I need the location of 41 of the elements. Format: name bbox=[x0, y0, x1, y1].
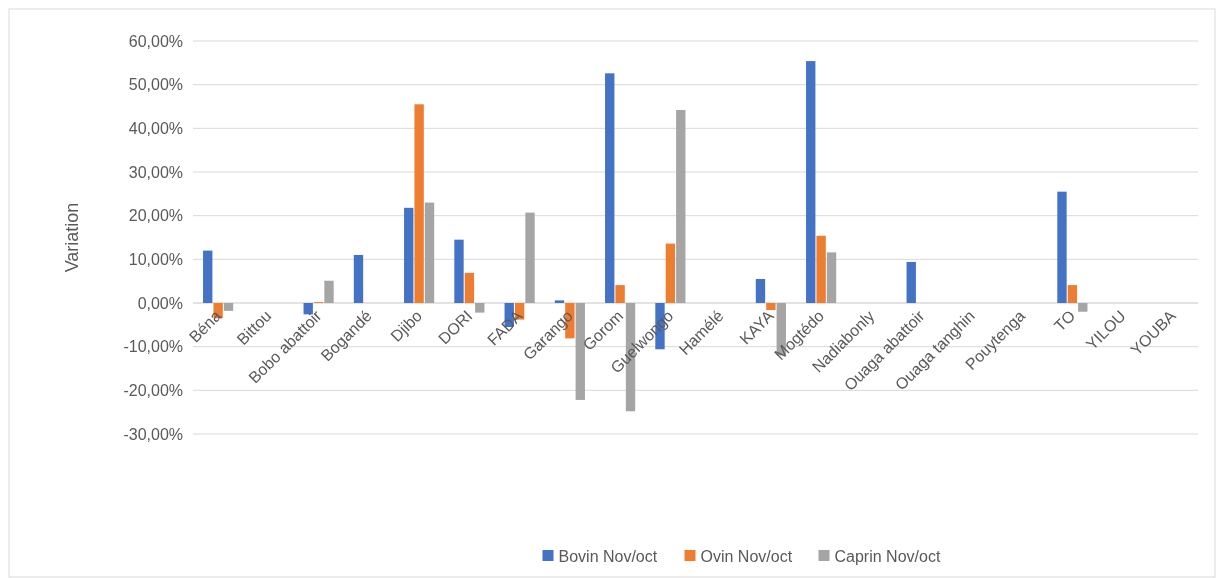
bar bbox=[525, 212, 535, 303]
bar bbox=[575, 303, 585, 400]
legend-label: Ovin Nov/oct bbox=[700, 547, 793, 565]
y-tick-label: 50,00% bbox=[128, 76, 183, 94]
bar bbox=[203, 250, 213, 303]
bar bbox=[605, 73, 615, 303]
bar bbox=[766, 303, 776, 310]
bar bbox=[816, 235, 826, 303]
y-tick-label: -10,00% bbox=[123, 338, 183, 356]
bar bbox=[475, 303, 485, 313]
bar bbox=[665, 243, 676, 303]
bar bbox=[806, 61, 816, 303]
bar bbox=[906, 261, 916, 303]
bar bbox=[324, 280, 334, 303]
bar bbox=[755, 278, 766, 303]
y-tick-label: -20,00% bbox=[123, 381, 183, 399]
bar bbox=[826, 252, 837, 303]
bar bbox=[223, 303, 234, 311]
y-tick-label: 20,00% bbox=[128, 207, 183, 225]
y-tick-label: 10,00% bbox=[128, 250, 183, 268]
bar bbox=[454, 239, 464, 303]
bar bbox=[414, 104, 424, 303]
y-tick-label: 0,00% bbox=[137, 294, 183, 312]
legend-label: Caprin Nov/oct bbox=[834, 547, 941, 565]
y-tick-label: -30,00% bbox=[123, 425, 183, 443]
bar bbox=[615, 285, 625, 303]
bar bbox=[1057, 191, 1067, 303]
bar bbox=[554, 300, 565, 303]
y-tick-label: 40,00% bbox=[128, 119, 183, 137]
bar bbox=[1067, 285, 1078, 303]
y-axis-title: Variation bbox=[62, 202, 82, 273]
y-tick-label: 60,00% bbox=[128, 32, 183, 50]
bar bbox=[1078, 303, 1088, 312]
x-tick-label: TO bbox=[1050, 307, 1079, 335]
bar bbox=[424, 202, 435, 303]
bar bbox=[464, 272, 475, 303]
legend-label: Bovin Nov/oct bbox=[558, 547, 658, 565]
bar bbox=[353, 254, 364, 303]
bar bbox=[676, 109, 686, 303]
bar bbox=[404, 207, 414, 303]
y-tick-label: 30,00% bbox=[128, 163, 183, 181]
